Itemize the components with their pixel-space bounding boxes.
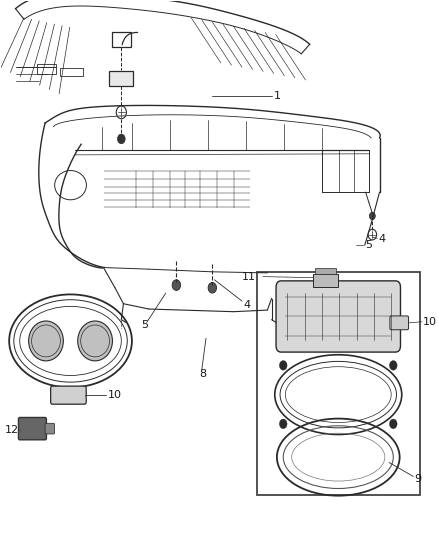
Text: 11: 11 [242,272,256,281]
FancyBboxPatch shape [45,423,54,434]
Text: 12: 12 [5,425,19,435]
Circle shape [279,419,287,429]
Circle shape [172,280,180,290]
Bar [37,64,56,74]
Bar [112,31,131,47]
Circle shape [389,361,397,370]
Circle shape [389,419,397,429]
Text: 4: 4 [378,234,385,244]
Bar [313,274,338,287]
Text: 10: 10 [423,317,437,327]
Ellipse shape [78,321,113,361]
FancyBboxPatch shape [390,316,409,330]
FancyBboxPatch shape [276,281,400,352]
Text: 5: 5 [365,240,372,250]
Bar [257,272,420,495]
Text: 10: 10 [107,390,121,400]
FancyBboxPatch shape [51,386,86,404]
Circle shape [369,212,375,220]
Bar [110,71,133,86]
Text: 1: 1 [274,91,281,101]
Bar [60,68,83,76]
Circle shape [279,361,287,370]
FancyBboxPatch shape [18,417,46,440]
Circle shape [208,282,216,293]
Bar [315,268,336,274]
Circle shape [117,134,125,144]
Text: 8: 8 [199,369,206,379]
Ellipse shape [28,321,64,361]
Text: 9: 9 [415,474,422,484]
Text: 5: 5 [141,320,148,330]
Text: 4: 4 [243,300,251,310]
